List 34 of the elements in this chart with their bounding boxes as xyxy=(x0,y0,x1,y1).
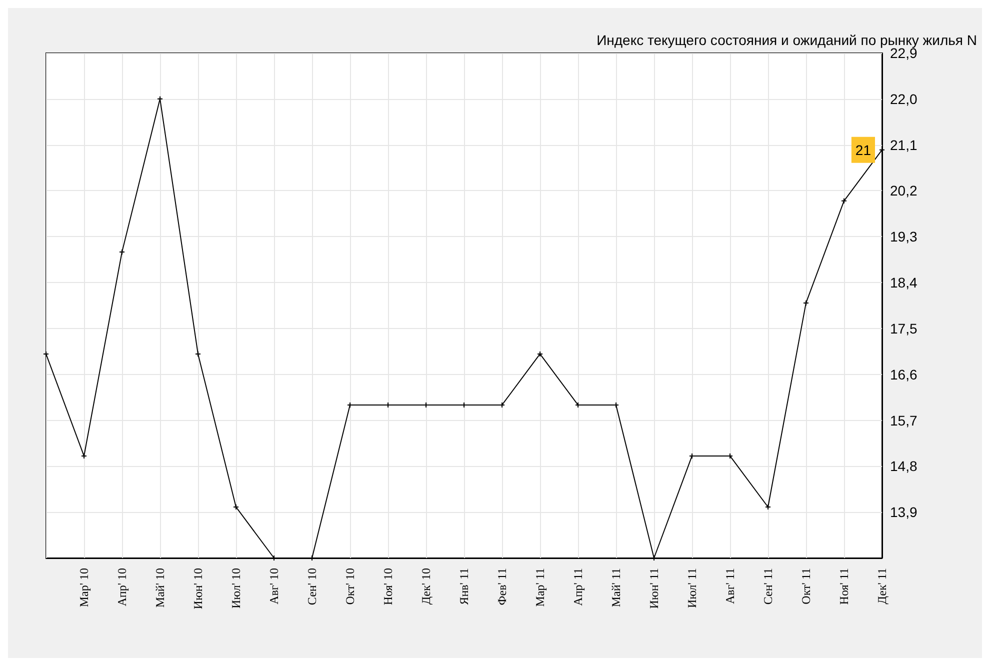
y-tick-label: 19,3 xyxy=(890,228,918,245)
y-tick-label: 22,0 xyxy=(890,90,918,107)
x-tick-label: Дек' 10 xyxy=(419,568,433,605)
y-tick-label: 14,8 xyxy=(890,458,918,474)
chart-title: Индекс текущего состояния и ожиданий по рынку жилья N xyxy=(596,32,978,48)
x-tick-label: Фев' 11 xyxy=(495,568,509,606)
x-tick-label: Мар' 11 xyxy=(533,568,547,607)
x-tick-label: Ноя' 10 xyxy=(381,568,395,606)
x-tick-label: Дек' 11 xyxy=(875,568,889,604)
x-tick-label: Сен' 10 xyxy=(305,568,319,606)
x-tick-label: Апр' 10 xyxy=(115,568,129,606)
x-tick-label: Июл' 11 xyxy=(685,568,699,608)
y-tick-label: 21,1 xyxy=(890,136,918,153)
y-tick-label: 16,6 xyxy=(890,366,918,382)
y-tick-label: 13,9 xyxy=(890,504,918,520)
x-tick-label: Окт' 10 xyxy=(343,568,357,605)
x-tick-label: Апр' 11 xyxy=(571,568,585,606)
x-tick-label: Май' 11 xyxy=(609,568,623,608)
x-tick-label: Ноя' 11 xyxy=(837,568,851,605)
x-tick-label: Янв' 11 xyxy=(457,568,471,605)
y-tick-label: 17,5 xyxy=(890,320,918,336)
x-tick-label: Авг' 11 xyxy=(723,568,737,604)
x-tick-label: Окт' 11 xyxy=(799,568,813,604)
data-label: 21 xyxy=(855,142,872,158)
x-tick-label: Мар' 10 xyxy=(77,568,91,608)
x-tick-label: Май' 10 xyxy=(153,568,167,608)
x-tick-label: Июн' 10 xyxy=(191,568,205,610)
y-tick-label: 20,2 xyxy=(890,182,918,199)
x-tick-label: Июн' 11 xyxy=(647,568,661,609)
x-tick-label: Июл' 10 xyxy=(229,568,243,608)
x-tick-label: Авг' 10 xyxy=(267,568,281,604)
y-tick-label: 18,4 xyxy=(890,274,918,291)
y-tick-label: 15,7 xyxy=(890,412,918,428)
x-tick-label: Сен' 11 xyxy=(761,568,775,605)
